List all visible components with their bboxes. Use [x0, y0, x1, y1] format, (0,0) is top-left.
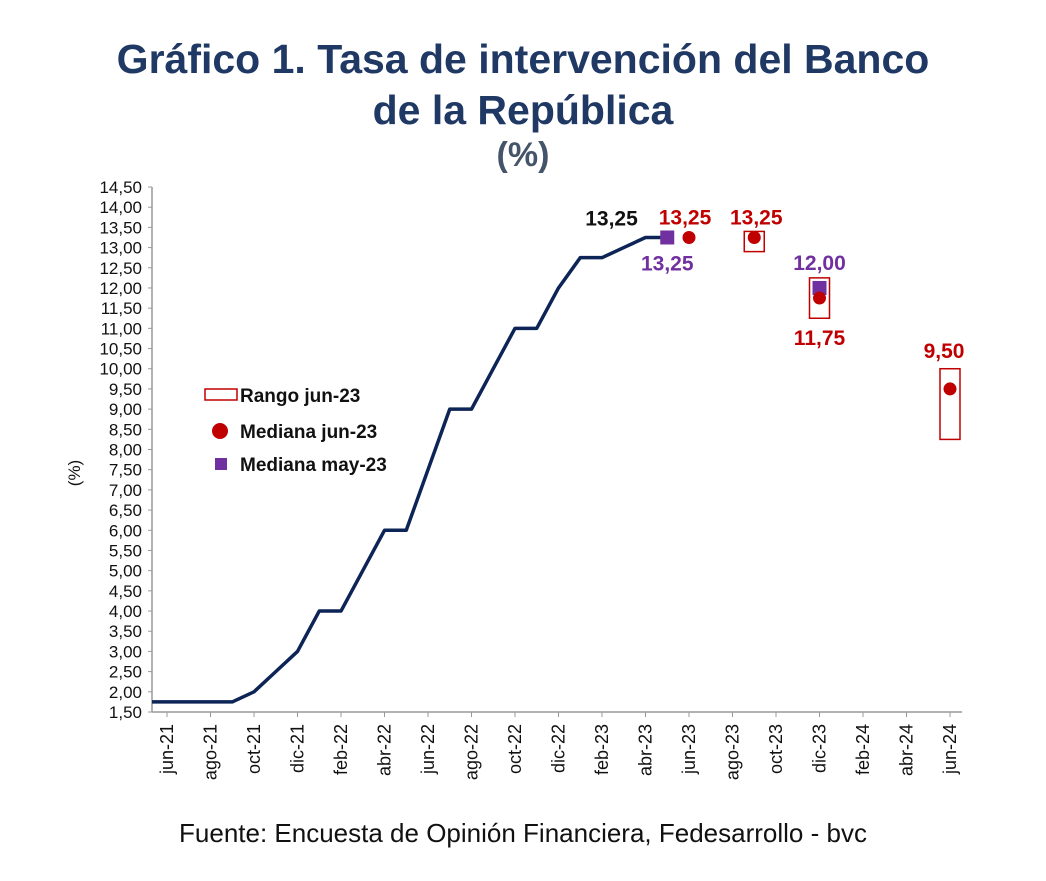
y-tick-label: 3,50	[109, 622, 142, 641]
legend-range-icon	[204, 388, 238, 401]
median-may23-label-may-23: 13,25	[641, 252, 694, 275]
y-tick-label: 3,00	[109, 642, 142, 661]
y-tick-label: 12,00	[99, 279, 142, 298]
median-may23-label-dic-23: 12,00	[793, 252, 846, 275]
x-tick-label: jun-24	[940, 724, 960, 775]
median-jun23-marker-dic-23	[813, 291, 826, 305]
median-jun23-marker-sep-23	[747, 230, 761, 244]
y-tick-label: 10,50	[99, 340, 142, 359]
x-tick-label: dic-23	[810, 724, 830, 773]
median-jun23-label-dic-23: 11,75	[794, 327, 846, 350]
policy-rate-last-label: 13,25	[585, 207, 638, 230]
y-tick-label: 11,50	[101, 299, 142, 318]
y-tick-label: 10,00	[99, 360, 142, 379]
range-box-dic-23	[808, 277, 831, 320]
x-tick-label: jun-21	[157, 724, 177, 775]
x-tick-label: oct-22	[505, 724, 525, 774]
y-tick-label: 14,00	[99, 198, 142, 217]
y-tick-label: 5,00	[109, 562, 142, 581]
x-tick-label: abr-24	[897, 724, 917, 776]
y-tick-label: 2,00	[109, 683, 142, 702]
median-jun23-label-jun-24: 9,50	[924, 340, 965, 363]
x-tick-label: dic-21	[288, 724, 308, 773]
median-jun23-label-jun-23: 13,25	[659, 206, 712, 229]
legend-median-jun23-label: Mediana jun-23	[240, 422, 377, 443]
median-may23-marker-dic-23	[812, 280, 827, 295]
x-tick-label: feb-23	[592, 724, 612, 775]
x-tick-label: ago-21	[201, 724, 221, 780]
x-tick-label: jun-22	[418, 724, 438, 775]
legend-median-may23-icon	[215, 458, 227, 470]
x-tick-label: abr-22	[375, 724, 395, 776]
y-tick-label: 2,50	[109, 663, 142, 682]
chart-source: Fuente: Encuesta de Opinión Financiera, …	[179, 818, 867, 848]
y-tick-label: 1,50	[109, 703, 142, 722]
y-tick-label: 8,50	[109, 420, 142, 439]
range-box-jun-24	[939, 367, 961, 441]
y-tick-label: 9,50	[109, 380, 142, 399]
y-tick-label: 13,50	[99, 218, 142, 237]
y-tick-label: 8,00	[109, 441, 142, 460]
y-axis-label: (%)	[65, 460, 84, 486]
legend-range-label: Rango jun-23	[240, 386, 360, 407]
x-tick-label: jun-23	[679, 724, 699, 775]
y-tick-label: 13,00	[99, 239, 142, 258]
x-tick-label: feb-24	[853, 724, 873, 775]
y-tick-label: 9,00	[109, 400, 142, 419]
x-tick-label: oct-23	[766, 724, 786, 774]
y-tick-label: 14,50	[99, 178, 142, 197]
median-jun23-marker-jun-23	[682, 230, 696, 244]
chart-subtitle: (%)	[496, 136, 550, 174]
median-may23-marker-may-23	[660, 230, 675, 245]
y-tick-label: 7,00	[109, 481, 142, 500]
legend-median-jun23-icon	[212, 423, 228, 439]
y-tick-label: 6,50	[109, 501, 142, 520]
y-tick-label: 12,50	[99, 259, 142, 278]
policy-rate-line	[152, 235, 668, 704]
legend-median-may23-label: Mediana may-23	[240, 455, 387, 476]
x-tick-label: feb-22	[331, 724, 351, 775]
median-jun23-marker-jun-24	[943, 382, 957, 396]
y-tick-label: 4,00	[109, 602, 142, 621]
x-tick-label: ago-22	[462, 724, 482, 780]
x-tick-label: ago-23	[723, 724, 743, 780]
chart-title-line-1: Gráfico 1. Tasa de intervención del Banc…	[116, 36, 930, 82]
y-tick-label: 6,00	[109, 521, 142, 540]
x-tick-label: dic-22	[549, 724, 569, 773]
y-tick-label: 5,50	[109, 541, 142, 560]
x-tick-label: abr-23	[636, 724, 656, 776]
chart-title-line-2: de la República	[372, 87, 674, 133]
x-tick-label: oct-21	[244, 724, 264, 774]
median-jun23-label-sep-23: 13,25	[730, 206, 783, 229]
y-tick-label: 7,50	[109, 461, 142, 480]
y-tick-label: 11,00	[101, 319, 142, 338]
y-tick-label: 4,50	[109, 582, 142, 601]
